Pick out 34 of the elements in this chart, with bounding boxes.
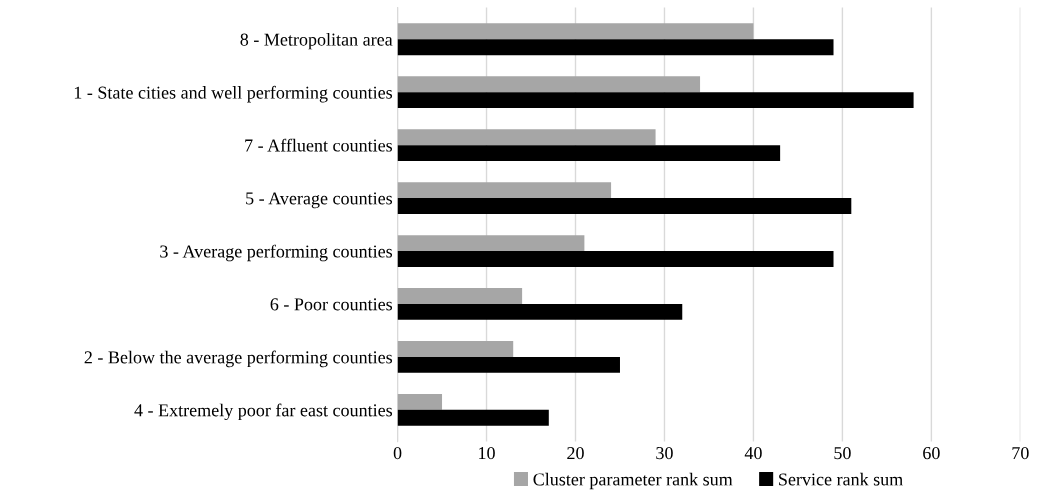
y-tick-label: 8 - Metropolitan area bbox=[240, 32, 393, 50]
bar bbox=[397, 76, 701, 93]
x-tick-label: 30 bbox=[656, 447, 673, 460]
x-tick-label: 10 bbox=[479, 447, 495, 460]
x-tick-label: 20 bbox=[567, 447, 584, 460]
y-tick-label: 2 - Below the average performing counties bbox=[84, 350, 393, 368]
bar bbox=[397, 341, 514, 357]
bar bbox=[397, 303, 683, 320]
y-tick-label: 5 - Average counties bbox=[246, 192, 393, 209]
bar bbox=[397, 235, 585, 252]
y-tick-label: 6 - Poor counties bbox=[270, 298, 393, 311]
bar bbox=[397, 288, 523, 304]
bar bbox=[397, 356, 620, 373]
bar bbox=[397, 198, 852, 214]
bar bbox=[397, 23, 754, 40]
bar bbox=[397, 39, 834, 56]
bar bbox=[397, 393, 443, 410]
x-tick-label: 0 bbox=[393, 447, 402, 460]
x-tick-label: 60 bbox=[923, 447, 940, 460]
y-tick-label: 4 - Extremely poor far east counties bbox=[134, 403, 393, 421]
legend-label: Service rank sum bbox=[779, 472, 903, 486]
x-tick-label: 70 bbox=[1012, 447, 1029, 460]
bar bbox=[397, 129, 656, 146]
legend-label: Cluster parameter rank sum bbox=[533, 472, 733, 490]
bar bbox=[397, 145, 781, 162]
y-tick-label: 3 - Average performing counties bbox=[160, 244, 393, 262]
bar bbox=[397, 182, 612, 199]
bar bbox=[397, 251, 834, 267]
bar bbox=[397, 92, 914, 109]
bar bbox=[397, 409, 549, 426]
y-tick-label: 1 - State cities and well performing counties bbox=[74, 85, 393, 103]
y-tick-label: 7 - Affluent counties bbox=[245, 138, 393, 152]
x-tick-label: 40 bbox=[744, 447, 762, 460]
x-tick-label: 50 bbox=[834, 447, 851, 460]
